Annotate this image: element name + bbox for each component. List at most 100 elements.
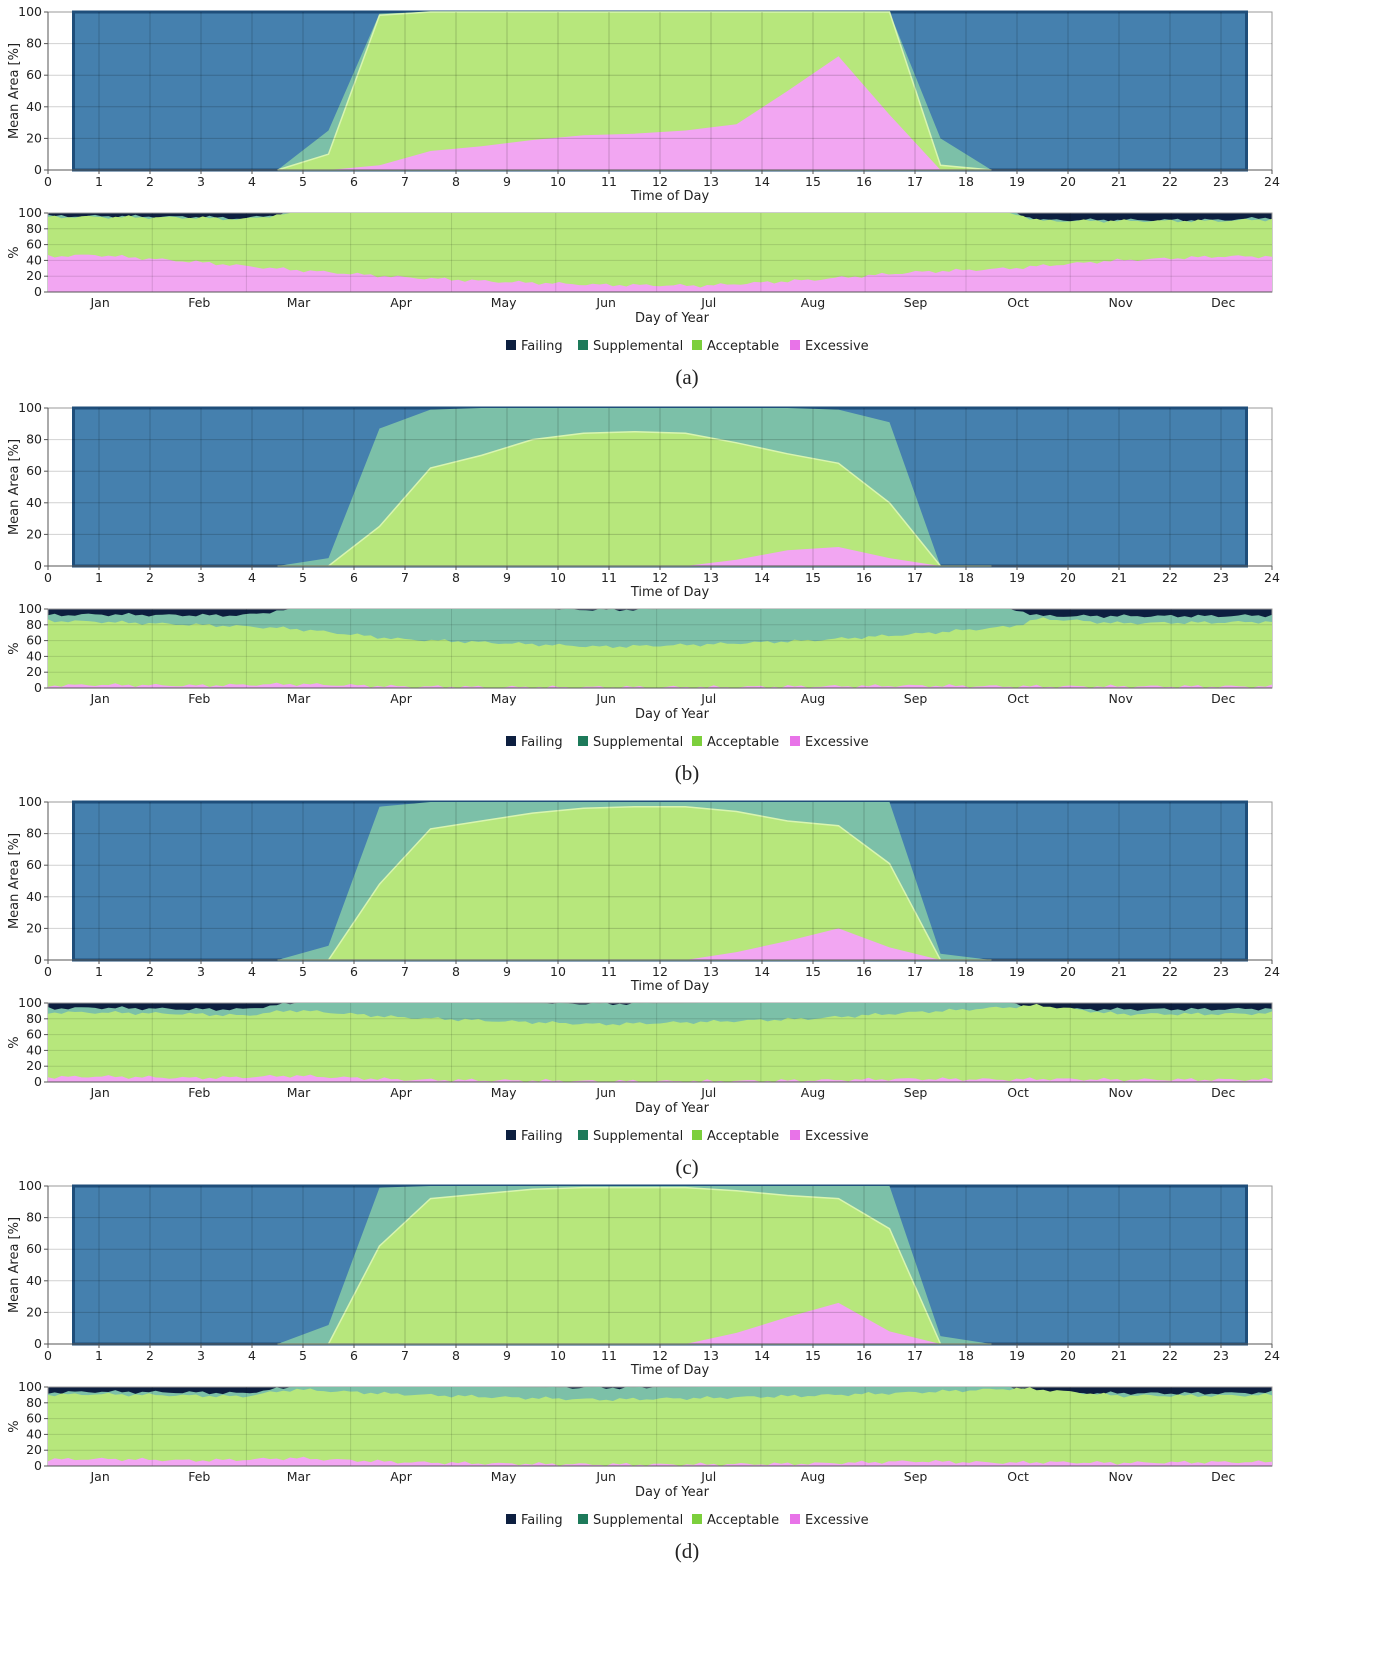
x-tick-label: 9	[503, 570, 511, 585]
x-axis-title: Day of Year	[635, 311, 710, 326]
legend-label-acceptable: Acceptable	[707, 1513, 779, 1528]
x-tick-label: 15	[805, 1348, 821, 1363]
series-acceptable-area	[277, 1186, 992, 1345]
x-tick-label: 3	[197, 570, 205, 585]
y-tick-label: 80	[26, 221, 42, 236]
x-tick-label: 2	[146, 174, 154, 189]
x-tick-label: 4	[248, 964, 256, 979]
x-tick-label: 12	[652, 570, 668, 585]
y-tick-label: 80	[26, 826, 42, 841]
x-axis-title: Day of Year	[635, 1485, 710, 1500]
x-tick-label: 18	[958, 174, 974, 189]
x-tick-label: 21	[1111, 964, 1127, 979]
y-tick-label: 60	[26, 1027, 42, 1042]
y-tick-label: 0	[34, 1458, 42, 1473]
legend: Failing Supplemental Acceptable Excessive	[506, 1129, 869, 1144]
x-tick-label: 4	[248, 174, 256, 189]
annual-chart: Jan Feb Mar Apr May Jun Jul Aug Sep Oct Nov Dec 0204…	[7, 995, 1273, 1116]
legend-label-failing: Failing	[521, 1513, 563, 1528]
month-label: Mar	[287, 691, 311, 706]
x-tick-label: 9	[503, 964, 511, 979]
month-label: Jun	[595, 1085, 616, 1100]
month-label: Dec	[1211, 691, 1235, 706]
x-tick-label: 3	[197, 174, 205, 189]
x-tick-label: 4	[248, 570, 256, 585]
x-tick-label: 19	[1009, 964, 1025, 979]
legend-swatch-excessive	[790, 736, 800, 746]
month-label: Nov	[1108, 295, 1133, 310]
x-tick-label: 11	[601, 964, 617, 979]
x-tick-label: 21	[1111, 1348, 1127, 1363]
y-tick-label: 100	[18, 1379, 42, 1394]
x-tick-label: 14	[754, 570, 770, 585]
x-tick-label: 4	[248, 1348, 256, 1363]
x-tick-label: 10	[550, 964, 566, 979]
y-tick-label: 100	[18, 205, 42, 220]
x-tick-label: 12	[652, 174, 668, 189]
y-tick-label: 60	[26, 857, 42, 872]
y-tick-label: 100	[18, 601, 42, 616]
series-excessive-area	[48, 682, 1272, 688]
legend-label-excessive: Excessive	[805, 1129, 869, 1144]
x-tick-label: 13	[703, 570, 719, 585]
month-label: Jul	[700, 1085, 716, 1100]
y-tick-label: 80	[26, 1210, 42, 1225]
y-tick-label: 20	[26, 526, 42, 541]
month-label: May	[491, 691, 517, 706]
x-tick-label: 18	[958, 1348, 974, 1363]
month-label: Jan	[89, 1085, 109, 1100]
series-acceptable-area	[48, 1387, 1272, 1466]
legend-swatch-supplemental	[578, 1130, 588, 1140]
x-tick-label: 24	[1264, 570, 1280, 585]
series-excessive-area	[277, 1302, 992, 1344]
y-tick-label: 40	[26, 99, 42, 114]
x-tick-label: 20	[1060, 964, 1076, 979]
x-tick-label: 2	[146, 1348, 154, 1363]
month-label: Apr	[390, 691, 412, 706]
series-acceptable-area	[277, 805, 992, 961]
legend-swatch-supplemental	[578, 1514, 588, 1524]
legend-label-supplemental: Supplemental	[593, 735, 683, 750]
y-tick-label: 80	[26, 1011, 42, 1026]
y-tick-label: 0	[34, 952, 42, 967]
y-tick-label: 40	[26, 648, 42, 663]
month-label: Jul	[700, 691, 716, 706]
x-tick-label: 9	[503, 174, 511, 189]
month-label: Jul	[700, 1469, 716, 1484]
series-excessive-area	[48, 1456, 1272, 1466]
x-tick-label: 0	[44, 964, 52, 979]
x-tick-label: 7	[401, 174, 409, 189]
month-label: May	[491, 1469, 517, 1484]
x-tick-label: 16	[856, 174, 872, 189]
legend-label-failing: Failing	[521, 339, 563, 354]
x-tick-label: 5	[299, 570, 307, 585]
legend-label-supplemental: Supplemental	[593, 1129, 683, 1144]
legend-swatch-excessive	[790, 340, 800, 350]
series-excessive-area	[277, 928, 992, 960]
legend-label-excessive: Excessive	[805, 1513, 869, 1528]
x-tick-label: 1	[95, 570, 103, 585]
month-label: Apr	[390, 1085, 412, 1100]
x-tick-label: 19	[1009, 570, 1025, 585]
x-tick-label: 18	[958, 964, 974, 979]
x-axis-title: Time of Day	[630, 979, 710, 994]
x-tick-label: 6	[350, 174, 358, 189]
month-label: Jan	[89, 691, 109, 706]
y-tick-label: 100	[18, 995, 42, 1010]
x-tick-label: 3	[197, 1348, 205, 1363]
month-label: Mar	[287, 295, 311, 310]
month-label: Oct	[1007, 295, 1029, 310]
y-tick-label: 80	[26, 432, 42, 447]
x-tick-label: 16	[856, 570, 872, 585]
x-tick-label: 23	[1213, 174, 1229, 189]
x-tick-label: 6	[350, 1348, 358, 1363]
x-tick-label: 12	[652, 1348, 668, 1363]
y-tick-label: 0	[34, 1336, 42, 1351]
panel-caption: (c)	[675, 1155, 698, 1179]
y-tick-label: 60	[26, 237, 42, 252]
y-tick-label: 40	[26, 495, 42, 510]
x-axis-title: Time of Day	[630, 1363, 710, 1378]
y-tick-label: 0	[34, 680, 42, 695]
month-label: Oct	[1007, 1469, 1029, 1484]
